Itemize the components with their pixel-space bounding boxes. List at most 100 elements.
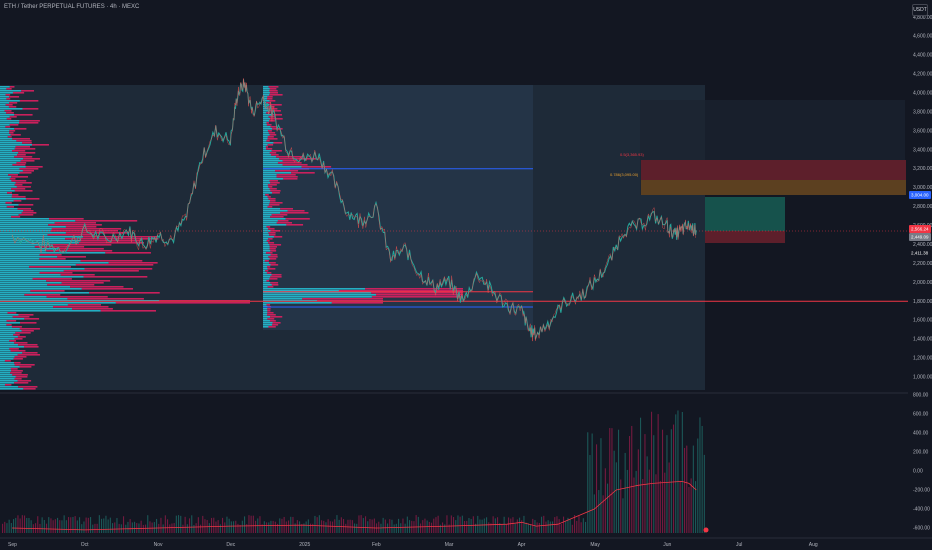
oscillator-bar [184, 516, 186, 533]
oscillator-bar [563, 516, 565, 533]
profile-bar-magenta [14, 148, 36, 150]
oscillator-bar [112, 523, 114, 533]
oscillator-bar [646, 456, 648, 533]
profile-bar-teal [0, 138, 13, 140]
price-tick-label: 4,200.00 [913, 72, 932, 78]
oscillator-bar [288, 520, 290, 533]
profile-bar-teal [263, 184, 268, 186]
profile-bar-magenta [270, 216, 284, 218]
profile-bar-teal [0, 362, 15, 364]
profile-bar-magenta [14, 190, 33, 192]
oscillator-bar [266, 522, 268, 533]
profile-bar-teal [0, 214, 19, 216]
profile-bar-magenta [269, 90, 278, 92]
profile-bar-magenta [65, 226, 97, 228]
profile-bar-teal [0, 342, 15, 344]
profile-bar-magenta [267, 136, 274, 138]
profile-bar-teal [0, 340, 10, 342]
time-tick-label: Dec [226, 542, 235, 548]
profile-bar-teal [263, 198, 269, 200]
oscillator-bar [530, 524, 532, 533]
profile-bar-magenta [267, 310, 271, 312]
oscillator-bar [189, 518, 191, 533]
profile-bar-teal [263, 316, 271, 318]
oscillator-bar [428, 521, 430, 533]
profile-bar-teal [263, 246, 270, 248]
oscillator-tick-label: -400.00 [913, 507, 930, 513]
profile-bar-magenta [268, 86, 279, 88]
profile-bar-magenta [14, 356, 27, 358]
price-tick-label: 4,800.00 [913, 15, 932, 21]
profile-bar-teal [0, 208, 18, 210]
profile-bar-teal [263, 114, 273, 116]
profile-bar-magenta [11, 216, 21, 218]
oscillator-bar [569, 519, 571, 533]
oscillator-bar [43, 520, 45, 533]
oscillator-bar [497, 517, 499, 533]
price-tick-label: 2,200.00 [913, 261, 932, 267]
profile-bar-teal [263, 158, 280, 160]
oscillator-bar [362, 518, 364, 533]
profile-bar-teal [0, 236, 84, 238]
profile-bar-magenta [265, 270, 269, 272]
currency-badge[interactable]: USDT [912, 4, 928, 16]
profile-bar-magenta [19, 100, 39, 102]
profile-bar-magenta [282, 164, 308, 166]
profile-bar-teal [263, 260, 265, 262]
profile-bar-magenta [267, 144, 274, 146]
oscillator-bar [699, 417, 701, 533]
profile-bar-teal [263, 110, 269, 112]
oscillator-bar [272, 520, 274, 533]
oscillator-bar [477, 515, 479, 533]
profile-bar-magenta [115, 302, 251, 304]
oscillator-bar [703, 454, 705, 533]
profile-bar-magenta [14, 342, 28, 344]
oscillator-bar [178, 515, 180, 533]
chart-title: ETH / Tether PERPETUAL FUTURES · 4h · ME… [4, 4, 140, 10]
profile-bar-teal [263, 222, 277, 224]
profile-bar-magenta [6, 320, 17, 322]
time-tick-label: Aug [809, 542, 818, 548]
oscillator-bar [52, 520, 54, 533]
oscillator-bar [149, 521, 151, 533]
oscillator-bar [481, 519, 483, 533]
profile-bar-magenta [9, 96, 20, 98]
oscillator-bar [534, 520, 536, 533]
profile-bar-teal [263, 238, 269, 240]
profile-bar-teal [263, 112, 267, 114]
profile-bar-teal [263, 310, 268, 312]
oscillator-bar [631, 425, 633, 533]
oscillator-bar [325, 522, 327, 533]
price-series-line[interactable] [11, 79, 697, 340]
red-target-zone [641, 160, 906, 180]
profile-bar-magenta [80, 260, 143, 262]
profile-bar-magenta [271, 274, 282, 276]
profile-bar-teal [263, 160, 283, 162]
time-tick-label: Jul [736, 542, 742, 548]
profile-bar-magenta [269, 244, 282, 246]
oscillator-bar [248, 515, 250, 533]
oscillator-bar [54, 519, 56, 533]
profile-bar-teal [263, 232, 269, 234]
profile-bar-magenta [15, 376, 28, 378]
profile-bar-teal [0, 288, 82, 290]
profile-bar-teal [263, 92, 270, 94]
profile-bar-teal [263, 286, 268, 288]
oscillator-bar [244, 516, 246, 533]
oscillator-bar [59, 520, 61, 533]
price-scale-bg[interactable] [908, 0, 932, 540]
oscillator-bar [391, 519, 393, 533]
profile-bar-magenta [268, 262, 276, 264]
oscillator-bar [261, 524, 263, 533]
price-tick-label: 1,200.00 [913, 356, 932, 362]
profile-bar-teal [0, 174, 9, 176]
oscillator-bar [164, 515, 166, 533]
profile-bar-magenta [268, 132, 276, 134]
oscillator-bar [444, 524, 446, 533]
profile-bar-magenta [276, 176, 298, 178]
profile-bar-teal [0, 122, 20, 124]
profile-bar-magenta [280, 212, 309, 214]
oscillator-bar [202, 515, 204, 533]
profile-bar-teal [263, 274, 272, 276]
